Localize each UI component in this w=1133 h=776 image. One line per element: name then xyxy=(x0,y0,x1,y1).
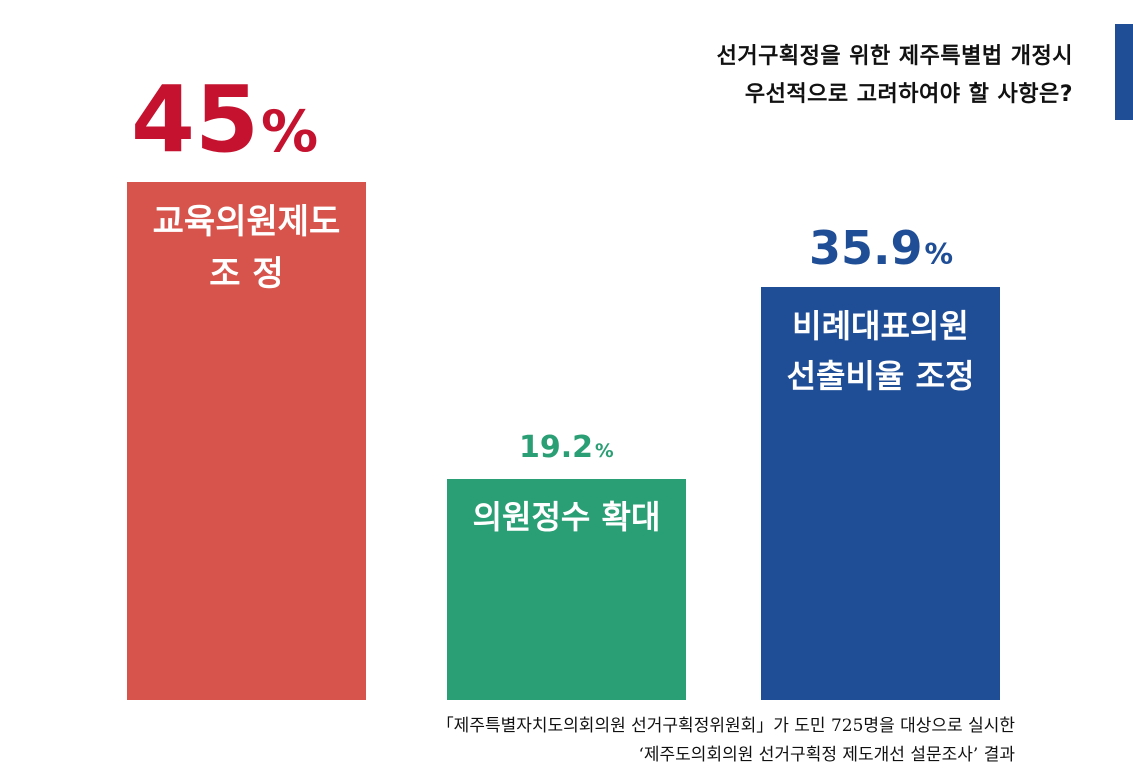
chart-question: 선거구획정을 위한 제주특별법 개정시 우선적으로 고려하여야 할 사항은? xyxy=(553,38,1073,114)
source-line-1: 「제주특별자치도의회의원 선거구획정위원회」가 도민 725명을 대상으로 실시… xyxy=(436,716,1015,736)
data-label-value: 45 xyxy=(131,66,260,173)
question-line-2: 우선적으로 고려하여야 할 사항은? xyxy=(744,82,1073,107)
category-label-line: 선출비율 조정 xyxy=(786,357,975,395)
bar xyxy=(127,182,366,700)
category-label-line: 조 정 xyxy=(209,254,284,294)
accent-bar xyxy=(1115,24,1133,120)
data-label: 19.2% xyxy=(519,433,614,463)
bar xyxy=(447,479,686,700)
category-label: 의원정수 확대 xyxy=(447,493,686,541)
source-line-2: ‘제주도의회의원 선거구획정 제도개선 설문조사’ 결과 xyxy=(638,745,1015,765)
category-label-line: 교육의원제도 xyxy=(152,202,341,242)
data-label-value: 35.9 xyxy=(809,221,923,275)
data-label-value: 19.2 xyxy=(519,430,594,465)
data-label-unit: % xyxy=(261,99,319,165)
data-label-unit: % xyxy=(595,441,614,462)
data-label: 45% xyxy=(131,74,318,166)
data-label-unit: % xyxy=(924,238,954,271)
bar xyxy=(761,287,1000,700)
data-label: 35.9% xyxy=(809,225,953,271)
question-line-1: 선거구획정을 위한 제주특별법 개정시 xyxy=(716,44,1073,69)
source-note: 「제주특별자치도의회의원 선거구획정위원회」가 도민 725명을 대상으로 실시… xyxy=(437,712,1015,770)
category-label-line: 비례대표의원 xyxy=(792,307,969,345)
category-label-line: 의원정수 확대 xyxy=(472,498,661,536)
